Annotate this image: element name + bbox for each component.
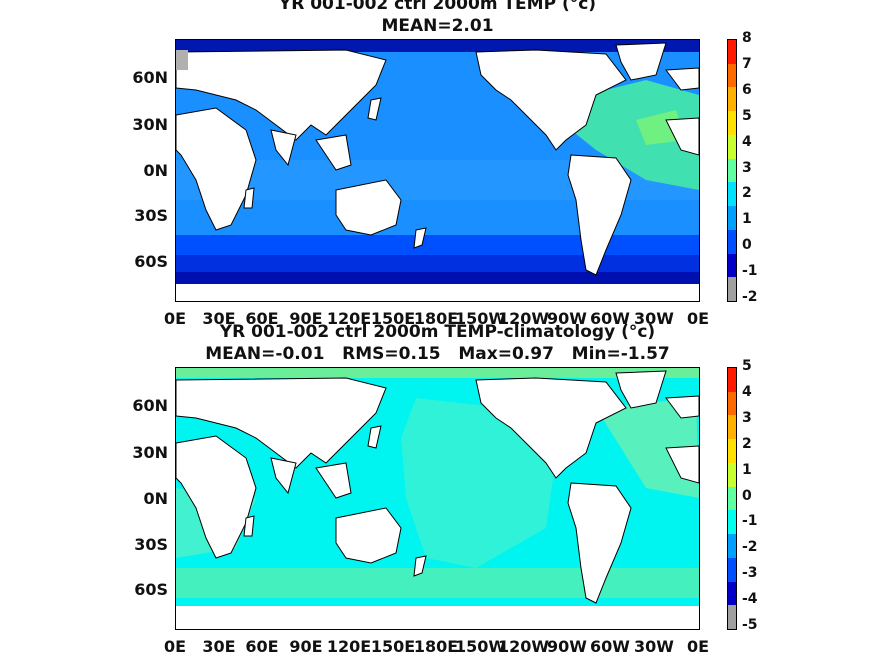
panel1-lon-label: 120E bbox=[326, 309, 372, 328]
colorbar-segment bbox=[728, 134, 736, 160]
colorbar-segment bbox=[728, 486, 736, 511]
colorbar-segment bbox=[728, 581, 736, 606]
panel1-lon-label: 180E bbox=[413, 309, 459, 328]
colorbar-tick-label: 8 bbox=[742, 30, 752, 46]
panel2-lon-label: 180E bbox=[413, 637, 459, 656]
panel2-lon-label: 120E bbox=[326, 637, 372, 656]
colorbar-segment bbox=[728, 368, 736, 393]
panel1-lat-label: 30N bbox=[132, 115, 168, 134]
panel2-lat-label: 30S bbox=[134, 535, 168, 554]
panel2-lon-label: 30W bbox=[634, 637, 674, 656]
panel2-lat-label: 60S bbox=[134, 580, 168, 599]
colorbar-tick-label: -2 bbox=[742, 289, 758, 305]
panel2-lat-label: 0N bbox=[143, 489, 168, 508]
colorbar-segment bbox=[728, 206, 736, 231]
panel1-subtitle: MEAN=2.01 bbox=[381, 16, 494, 36]
colorbar-segment bbox=[728, 158, 736, 183]
panel1-lon-label: 0E bbox=[163, 309, 187, 328]
panel1-lon-label: 60W bbox=[590, 309, 630, 328]
colorbar-segment bbox=[728, 510, 736, 535]
colorbar-tick-label: 0 bbox=[742, 237, 752, 254]
colorbar-segment bbox=[728, 605, 736, 630]
colorbar-tick-label: 4 bbox=[742, 383, 752, 400]
panel2-lat-label: 60N bbox=[132, 396, 168, 415]
colorbar-tick-label: 2 bbox=[742, 435, 752, 452]
colorbar-segment bbox=[728, 111, 736, 136]
colorbar-segment bbox=[728, 229, 736, 255]
colorbar-tick-label: -1 bbox=[742, 263, 758, 280]
colorbar-segment bbox=[728, 534, 736, 559]
colorbar-segment bbox=[728, 87, 736, 112]
colorbar-segment bbox=[728, 253, 736, 278]
panel2-lon-label: 60E bbox=[245, 637, 279, 656]
panel1-title: YR 001-002 ctrl 2000m TEMP (°c) bbox=[278, 0, 597, 14]
colorbar-tick-label: -5 bbox=[742, 617, 758, 633]
panel2-colorbar bbox=[727, 367, 737, 630]
panel1-colorbar bbox=[727, 39, 737, 302]
panel2-lon-label: 60W bbox=[590, 637, 630, 656]
panel2-lat-label: 30N bbox=[132, 443, 168, 462]
panel2-subtitle: MEAN=-0.01 RMS=0.15 Max=0.97 Min=-1.57 bbox=[205, 344, 670, 364]
colorbar-segment bbox=[728, 63, 736, 88]
panel1-lat-label: 60N bbox=[132, 68, 168, 87]
colorbar-tick-label: 6 bbox=[742, 81, 752, 98]
colorbar-tick-label: -1 bbox=[742, 513, 758, 530]
colorbar-segment bbox=[728, 439, 736, 464]
colorbar-tick-label: 7 bbox=[742, 55, 752, 72]
panel2-lon-label: 30E bbox=[202, 637, 236, 656]
panel1-lon-label: 60E bbox=[245, 309, 279, 328]
panel2-lon-label: 150E bbox=[370, 637, 416, 656]
colorbar-segment bbox=[728, 462, 736, 488]
colorbar-tick-label: 0 bbox=[742, 487, 752, 504]
colorbar-tick-label: 3 bbox=[742, 159, 752, 176]
colorbar-tick-label: 2 bbox=[742, 185, 752, 202]
colorbar-tick-label: -4 bbox=[742, 591, 758, 608]
colorbar-tick-label: 5 bbox=[742, 358, 752, 374]
colorbar-tick-label: 5 bbox=[742, 107, 752, 124]
panel1-lon-label: 30E bbox=[202, 309, 236, 328]
panel2-lon-label: 0E bbox=[686, 637, 710, 656]
colorbar-tick-label: 1 bbox=[742, 211, 752, 228]
colorbar-tick-label: -3 bbox=[742, 565, 758, 582]
panel1-lat-label: 0N bbox=[143, 161, 168, 180]
colorbar-segment bbox=[728, 40, 736, 65]
colorbar-tick-label: 1 bbox=[742, 461, 752, 478]
panel1-lon-label: 150E bbox=[370, 309, 416, 328]
panel1-lat-label: 60S bbox=[134, 252, 168, 271]
colorbar-segment bbox=[728, 182, 736, 207]
panel2-map bbox=[175, 367, 700, 630]
colorbar-segment bbox=[728, 277, 736, 302]
panel1-lat-label: 30S bbox=[134, 206, 168, 225]
colorbar-segment bbox=[728, 391, 736, 416]
panel2-lon-label: 0E bbox=[163, 637, 187, 656]
panel1-lon-label: 30W bbox=[634, 309, 674, 328]
colorbar-tick-label: 4 bbox=[742, 133, 752, 150]
panel1-lon-label: 0E bbox=[686, 309, 710, 328]
panel1-lon-label: 120W bbox=[498, 309, 550, 328]
colorbar-tick-label: -2 bbox=[742, 539, 758, 556]
panel2-lon-label: 90W bbox=[547, 637, 587, 656]
panel1-lon-label: 90W bbox=[547, 309, 587, 328]
panel2-lon-label: 150W bbox=[455, 637, 507, 656]
colorbar-segment bbox=[728, 415, 736, 440]
colorbar-tick-label: 3 bbox=[742, 409, 752, 426]
panel1-lon-label: 150W bbox=[455, 309, 507, 328]
panel1-lon-label: 90E bbox=[289, 309, 323, 328]
colorbar-segment bbox=[728, 557, 736, 583]
panel2-lon-label: 90E bbox=[289, 637, 323, 656]
panel1-map bbox=[175, 39, 700, 302]
panel2-title: YR 001-002 ctrl 2000m TEMP-climatology (… bbox=[219, 322, 656, 342]
panel2-lon-label: 120W bbox=[498, 637, 550, 656]
